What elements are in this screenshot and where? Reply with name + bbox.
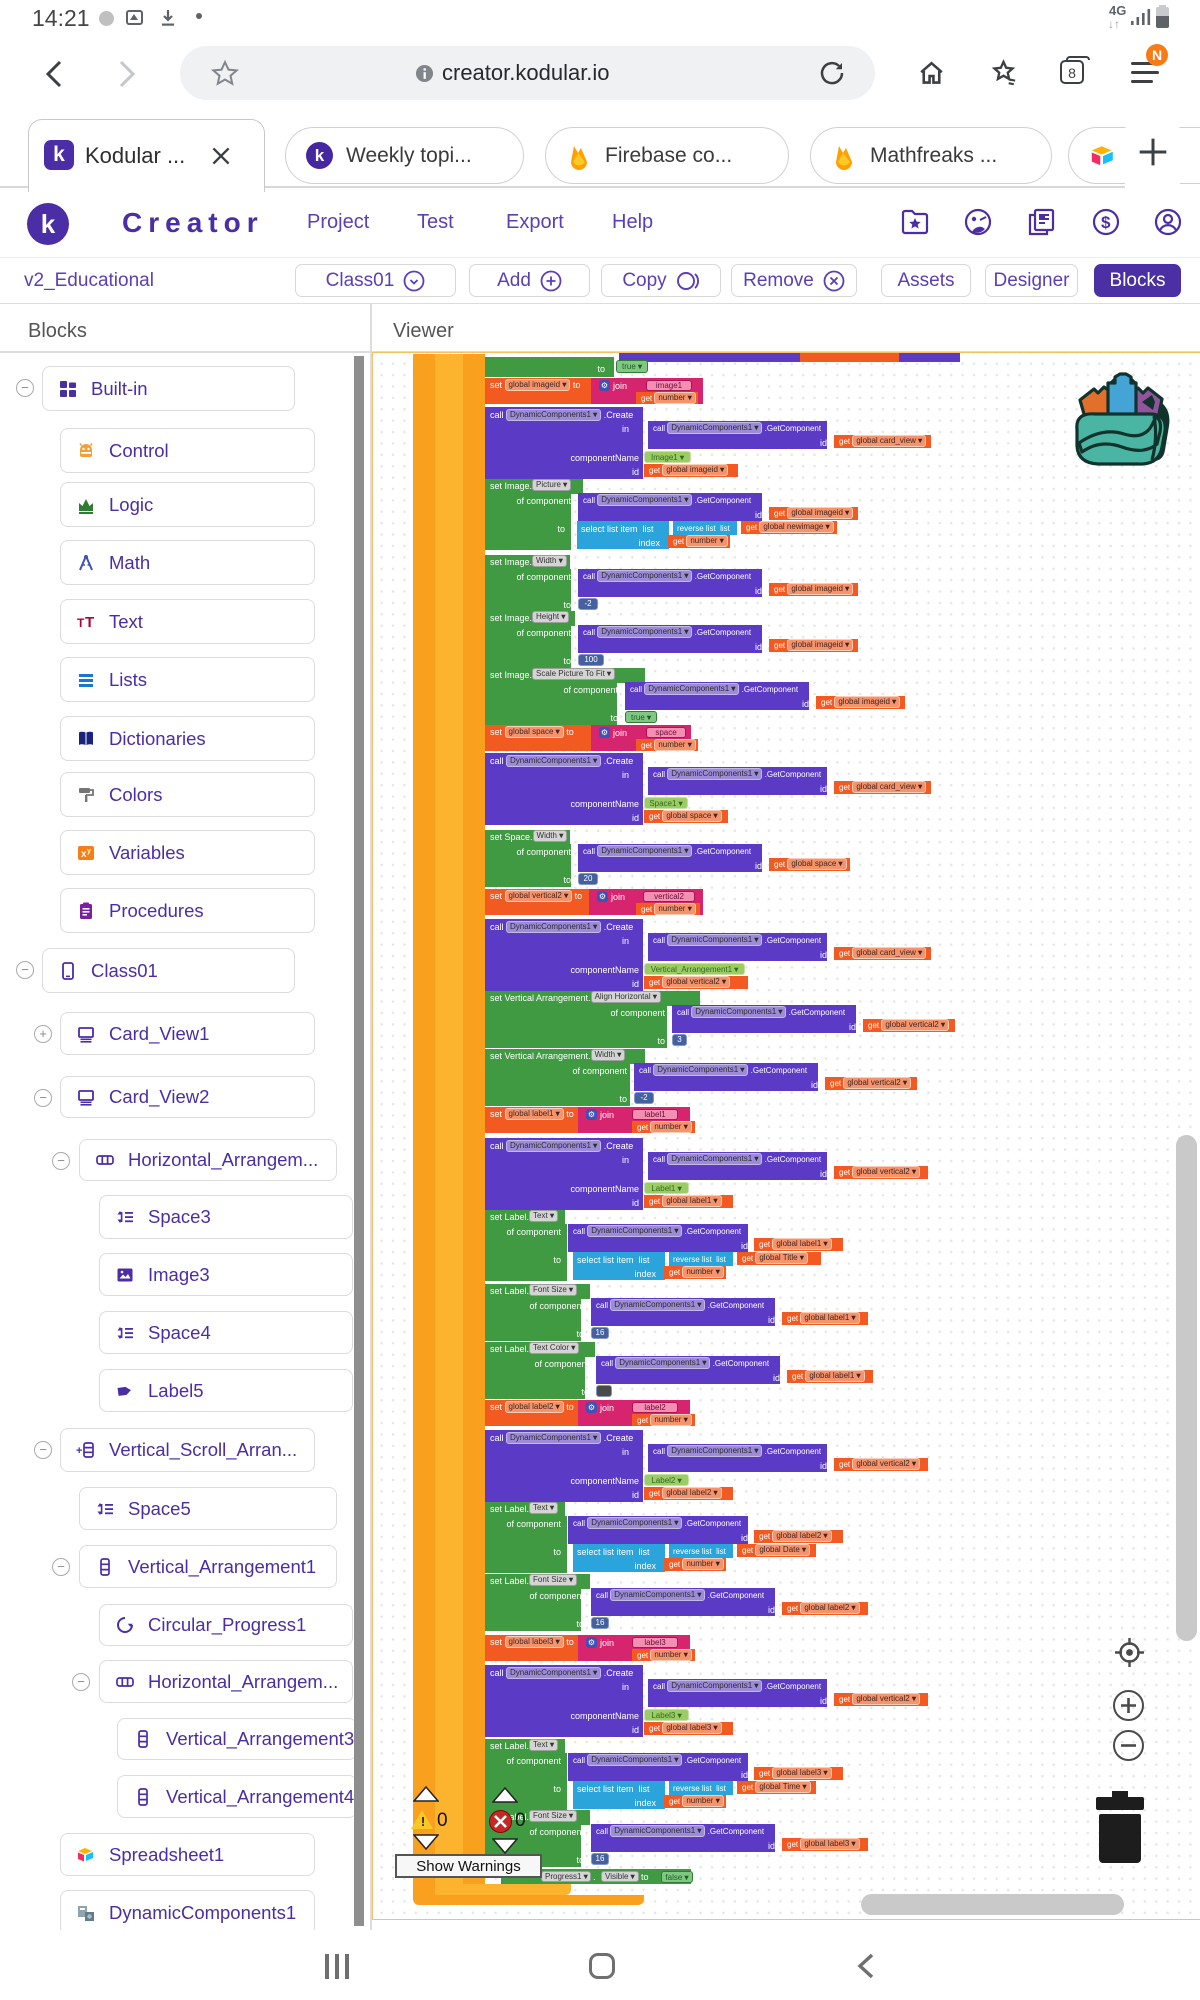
svg-text:y: y xyxy=(87,848,91,855)
svg-text:T: T xyxy=(77,616,85,630)
svg-text:$: $ xyxy=(1101,213,1111,232)
svg-text:T: T xyxy=(85,614,94,631)
svg-text:x: x xyxy=(81,849,87,860)
svg-text:+: + xyxy=(76,1445,82,1457)
